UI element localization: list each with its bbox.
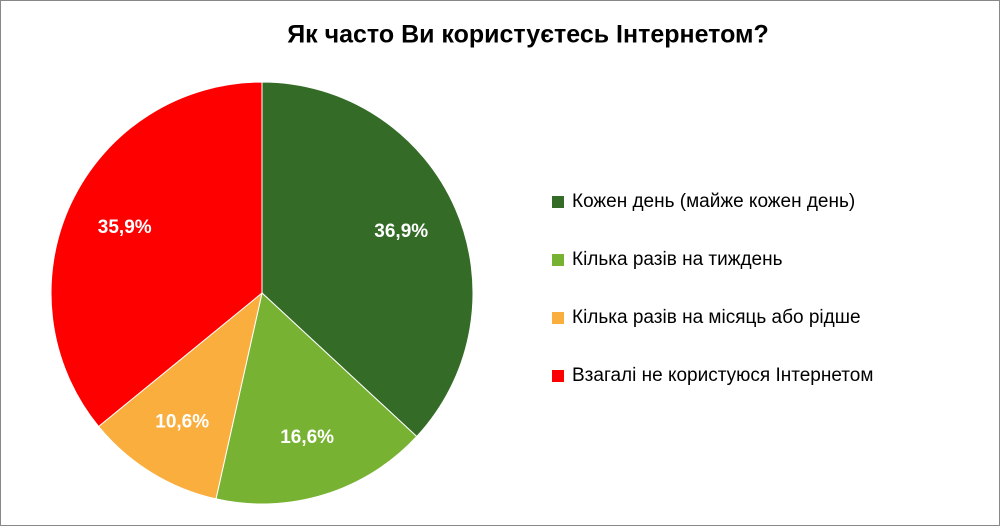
legend-label: Кілька разів на тиждень xyxy=(572,249,783,270)
legend-label: Кожен день (майже кожен день) xyxy=(572,191,855,212)
data-label: 10,6% xyxy=(155,411,209,432)
legend-label: Взагалі не користуюся Інтернетом xyxy=(572,365,873,386)
pie-slice xyxy=(215,292,418,505)
data-label: 36,9% xyxy=(374,221,428,242)
legend-swatch xyxy=(552,254,564,266)
data-label: 16,6% xyxy=(280,427,334,448)
legend-swatch xyxy=(552,312,564,324)
pie-slice xyxy=(50,81,263,428)
chart-title: Як часто Ви користуєтесь Інтернетом? xyxy=(287,21,769,49)
pie-slice xyxy=(97,291,263,500)
legend-swatch xyxy=(552,370,564,382)
pie-slice xyxy=(261,81,474,438)
legend-swatch xyxy=(552,196,564,208)
legend-label: Кілька разів на місяць або рідше xyxy=(572,307,861,328)
data-label: 35,9% xyxy=(98,217,152,238)
